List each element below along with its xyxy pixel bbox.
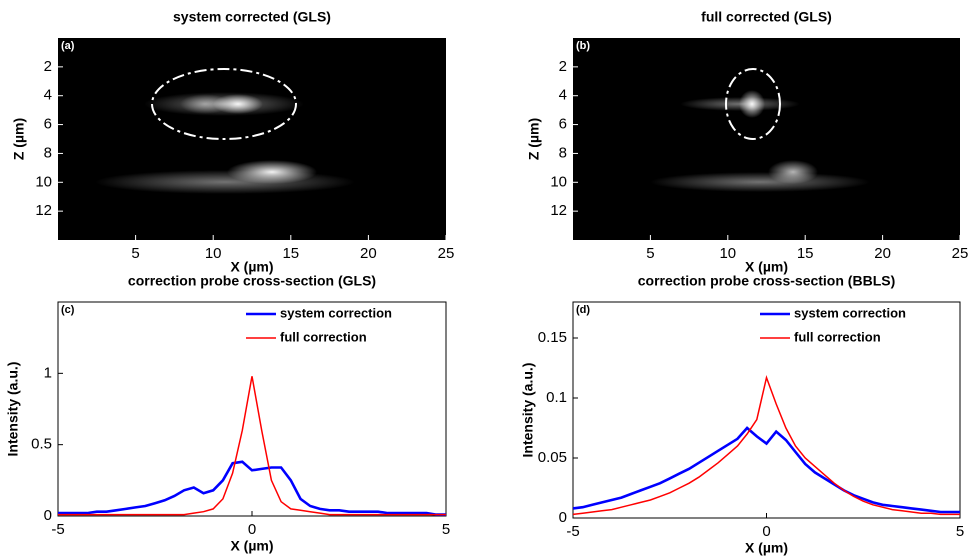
panel-label: (d) — [576, 304, 590, 316]
chart-title: correction probe cross-section (GLS) — [128, 273, 376, 289]
image-panel — [58, 38, 446, 240]
x-tick-label: -5 — [51, 521, 64, 538]
legend-label: full correction — [794, 329, 881, 344]
x-tick-label: 5 — [956, 523, 964, 540]
y-axis-label: Intensity (a.u.) — [5, 362, 21, 457]
blob — [213, 94, 263, 114]
panel-label: (c) — [61, 304, 75, 316]
panel-label: (b) — [576, 40, 590, 52]
x-tick-label: 10 — [719, 245, 736, 262]
line-series — [58, 460, 446, 516]
plot-area — [572, 301, 961, 519]
y-tick-label: 0.1 — [546, 389, 567, 406]
blob — [739, 90, 765, 118]
y-tick-label: 0.5 — [31, 436, 52, 453]
y-tick-label: 6 — [559, 116, 567, 133]
y-tick-label: 12 — [550, 202, 567, 219]
legend-label: full correction — [280, 329, 367, 344]
x-tick-label: 25 — [438, 245, 455, 262]
blob — [768, 160, 818, 184]
x-tick-label: 15 — [282, 245, 299, 262]
legend-label: system correction — [280, 305, 392, 320]
x-tick-label: 25 — [952, 245, 969, 262]
x-tick-label: -5 — [566, 523, 579, 540]
y-tick-label: 6 — [44, 116, 52, 133]
chart-title: full corrected (GLS) — [701, 9, 832, 25]
x-tick-label: 5 — [442, 521, 450, 538]
y-axis-label: Z (µm) — [526, 118, 542, 160]
annotation-ellipse — [725, 68, 781, 140]
x-axis-label: X (µm) — [745, 540, 788, 556]
blob — [227, 160, 317, 184]
y-tick-label: 8 — [559, 144, 567, 161]
y-tick-label: 0.05 — [538, 449, 567, 466]
y-tick-label: 4 — [559, 87, 567, 104]
image-background — [573, 38, 960, 240]
blob — [650, 172, 870, 192]
legend-label: system correction — [794, 305, 906, 320]
chart-title: correction probe cross-section (BBLS) — [638, 273, 896, 289]
chart-title: system corrected (GLS) — [173, 9, 331, 25]
x-axis-label: X (µm) — [230, 538, 273, 554]
y-tick-label: 0 — [559, 509, 567, 526]
y-tick-label: 10 — [35, 173, 52, 190]
x-tick-label: 15 — [797, 245, 814, 262]
annotation-ellipse — [151, 68, 297, 140]
x-tick-label: 5 — [646, 245, 654, 262]
x-tick-label: 0 — [762, 523, 770, 540]
y-tick-label: 0 — [44, 507, 52, 524]
y-tick-label: 8 — [44, 144, 52, 161]
y-tick-label: 2 — [559, 58, 567, 75]
y-tick-label: 1 — [44, 364, 52, 381]
line-series — [572, 426, 960, 514]
x-tick-label: 10 — [205, 245, 222, 262]
y-tick-label: 10 — [550, 173, 567, 190]
x-tick-label: 20 — [874, 245, 891, 262]
line-series — [572, 374, 960, 516]
y-axis-label: Z (µm) — [11, 118, 27, 160]
image-background — [58, 38, 446, 240]
x-tick-label: 20 — [360, 245, 377, 262]
y-tick-label: 12 — [35, 202, 52, 219]
x-tick-label: 5 — [131, 245, 139, 262]
panel-label: (a) — [61, 40, 75, 52]
x-axis-label: X (µm) — [745, 259, 788, 275]
plot-area — [57, 301, 447, 517]
image-panel — [573, 38, 960, 240]
y-tick-label: 4 — [44, 87, 52, 104]
x-tick-label: 0 — [248, 521, 256, 538]
x-axis-label: X (µm) — [230, 259, 273, 275]
y-axis-label: Intensity (a.u.) — [520, 363, 536, 458]
y-tick-label: 2 — [44, 58, 52, 75]
y-tick-label: 0.15 — [538, 329, 567, 346]
line-series — [58, 376, 446, 516]
